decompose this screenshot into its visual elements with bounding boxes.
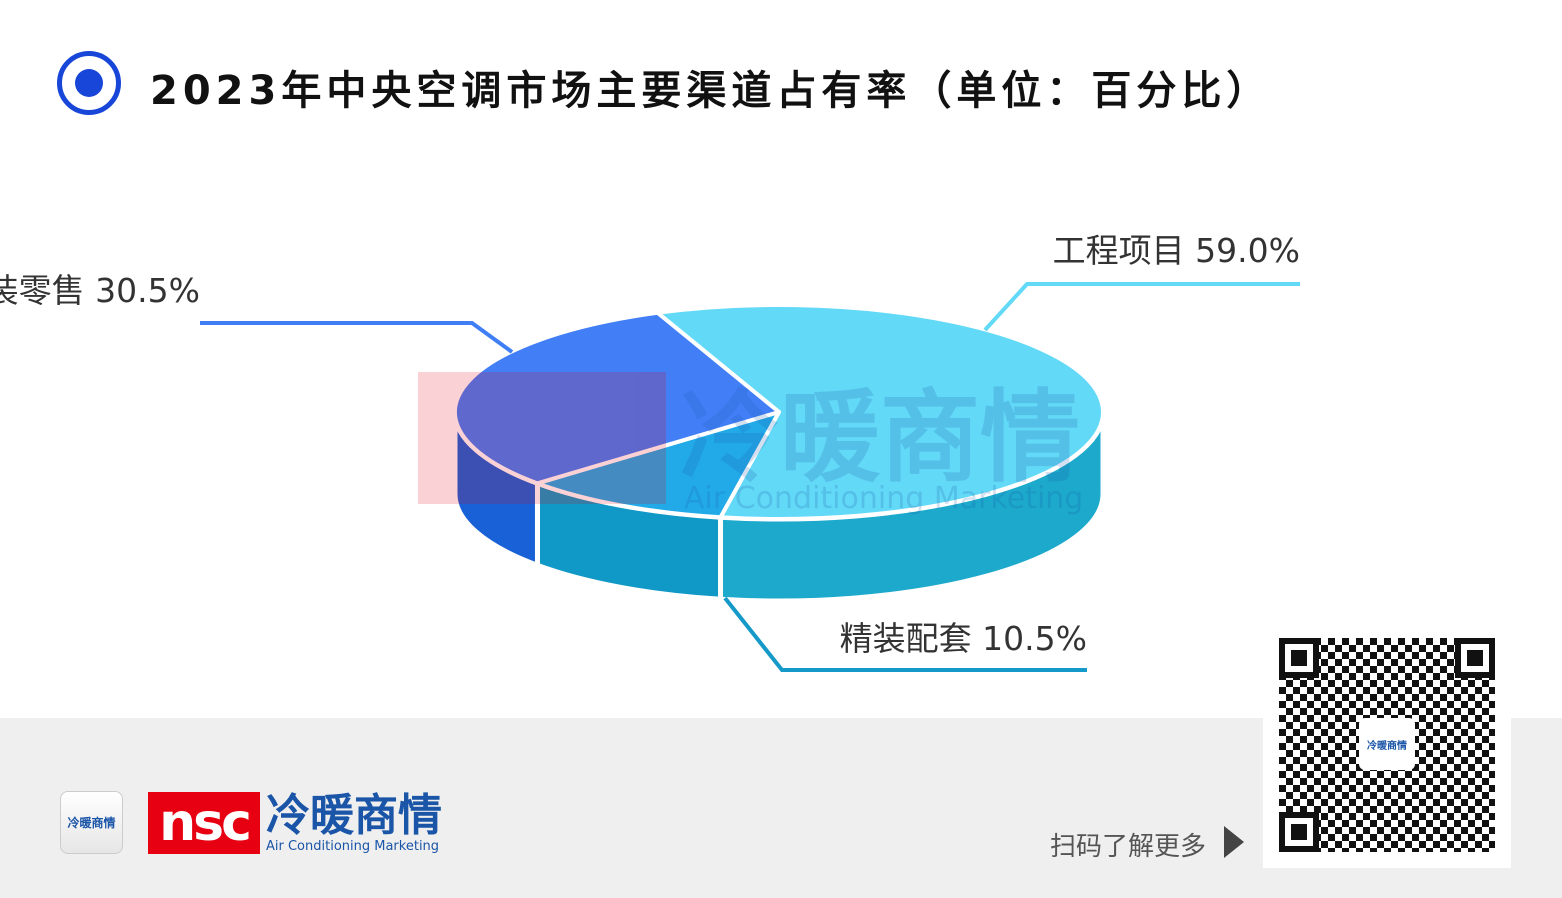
- logo-cn: 冷暖商情: [266, 790, 442, 841]
- slice-top-2: [453, 310, 781, 486]
- slice-top-0: [655, 303, 1105, 521]
- logo-en: Air Conditioning Marketing: [266, 839, 440, 854]
- qr-logo: 冷暖商情: [1359, 718, 1415, 770]
- watermark-cn: 冷暖商情: [680, 379, 1080, 496]
- play-arrow-icon: [1224, 826, 1244, 858]
- logo-mark: nsc: [148, 792, 260, 854]
- watermark-en: Air Conditioning Marketing: [684, 481, 1083, 516]
- slice-label-2: 家装零售 30.5%: [0, 271, 200, 310]
- watermark: 冷暖商情 Air Conditioning Marketing: [418, 372, 1083, 516]
- brand-logo: nsc 冷暖商情 Air Conditioning Marketing: [148, 792, 442, 854]
- leader-line-2: [200, 321, 514, 354]
- scan-text: 扫码了解更多: [1050, 832, 1207, 862]
- small-logo: 冷暖商情: [60, 791, 123, 854]
- slice-label-1: 精装配套 10.5%: [840, 619, 1087, 658]
- leader-line-1: [723, 596, 1087, 672]
- qr-code[interactable]: 冷暖商情: [1263, 622, 1511, 868]
- slice-top-1: [535, 410, 781, 520]
- page-title: 2023年中央空调市场主要渠道占有率（单位：百分比）: [150, 68, 1272, 114]
- leader-line-0: [983, 282, 1300, 332]
- watermark-mark-box: [418, 372, 666, 504]
- slice-label-0: 工程项目 59.0%: [1053, 231, 1300, 270]
- pie-chart: 冷暖商情 Air Conditioning Marketing 工程项目 59.…: [0, 231, 1300, 672]
- radio-bullet-icon: [57, 51, 121, 115]
